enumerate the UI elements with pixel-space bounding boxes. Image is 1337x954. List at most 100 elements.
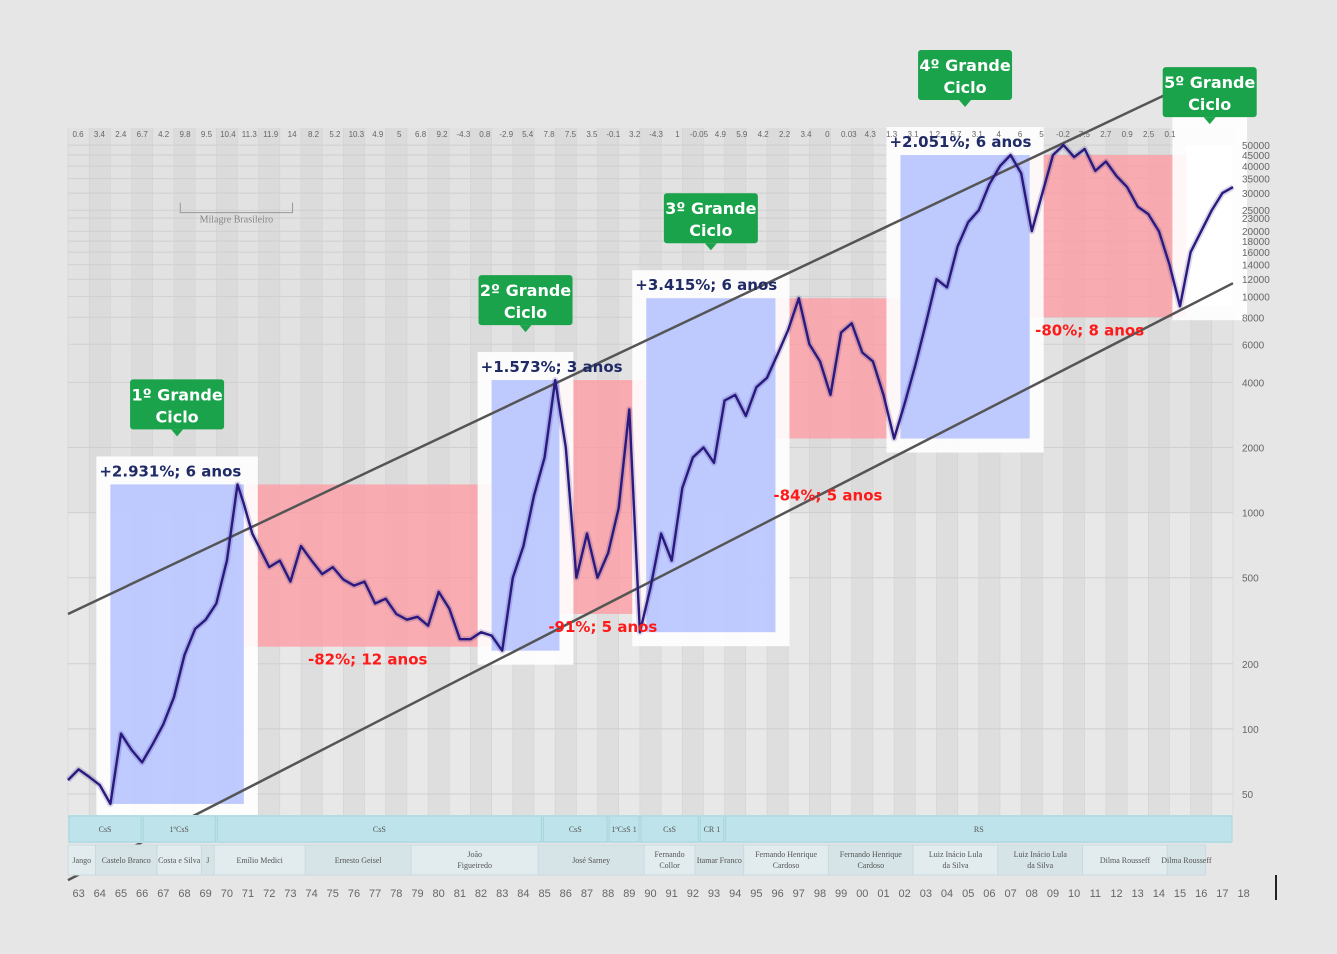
president-label: Dilma Rousseff: [1100, 856, 1151, 865]
x-tick-label: 68: [178, 888, 190, 900]
regime-cell: [142, 815, 216, 843]
x-tick-label: 63: [72, 888, 84, 900]
cycle-tag-line2: Ciclo: [1188, 95, 1231, 114]
top-value: 9.8: [179, 130, 191, 139]
top-value: 1.3: [886, 130, 898, 139]
x-tick-label: 88: [602, 888, 614, 900]
top-value: 6.8: [415, 130, 427, 139]
regime-label: CsS: [569, 825, 582, 834]
top-value: 5.7: [950, 130, 962, 139]
president-label: Castelo Branco: [102, 856, 151, 865]
x-tick-label: 96: [771, 888, 783, 900]
president-cell: [1166, 844, 1206, 876]
cycle-tag-line2: Ciclo: [943, 78, 986, 97]
cycle-tag-line1: 4º Grande: [919, 56, 1010, 75]
cycle-tag-pointer: [519, 325, 532, 333]
y-tick-label: 10000: [1242, 292, 1270, 303]
president-label: Itamar Franco: [697, 856, 742, 865]
top-value: 9.2: [436, 130, 448, 139]
top-value: 3.1: [972, 130, 984, 139]
cycle-tag-box: [918, 50, 1013, 101]
x-tick-label: 76: [348, 888, 360, 900]
president-label: José Sarney: [572, 856, 610, 865]
x-tick-label: 77: [369, 888, 381, 900]
x-tick-label: 86: [560, 888, 572, 900]
y-tick-label: 40000: [1242, 162, 1270, 173]
cycle-tag-pointer: [959, 100, 972, 108]
x-tick-label: 01: [877, 888, 889, 900]
top-value: 5.2: [329, 130, 341, 139]
cycle-tag: 1º Grande Ciclo: [130, 379, 225, 437]
top-value: 9.5: [201, 130, 213, 139]
cycle-tag-line1: 2º Grande: [480, 281, 571, 300]
price-line-shadow: [65, 142, 1235, 807]
x-tick-label: 74: [305, 888, 317, 900]
top-value: -2.9: [499, 130, 513, 139]
x-tick-label: 17: [1216, 888, 1228, 900]
x-tick-label: 64: [94, 888, 106, 900]
x-axis: 63 64 65 66 67 68 69 70 71 72 73 74 75 76 77 78 79 80 81 82…: [72, 888, 1249, 900]
regime-cell: [216, 815, 542, 843]
top-value: 0.03: [841, 130, 857, 139]
x-tick-label: 78: [390, 888, 402, 900]
president-label: J: [206, 856, 209, 865]
x-tick-label: 15: [1174, 888, 1186, 900]
president-cell: [67, 844, 97, 876]
president-cell: [213, 844, 306, 876]
president-label-line2: Cardoso: [773, 861, 800, 870]
x-tick-label: 93: [708, 888, 720, 900]
y-tick-label: 20000: [1242, 227, 1270, 238]
top-value: 6: [1018, 130, 1023, 139]
president-label: Dilma Rousseff: [1161, 856, 1212, 865]
top-value: 3.1: [907, 130, 919, 139]
down-cycle-box: [775, 298, 901, 439]
x-tick-label: 67: [157, 888, 169, 900]
president-label-line1: João: [467, 850, 482, 859]
regime-cell: [68, 815, 142, 843]
x-tick-label: 04: [941, 888, 953, 900]
cycle-tag: 3º Grande Ciclo: [663, 193, 758, 251]
president-label: Jango: [72, 856, 91, 865]
y-tick-label: 25000: [1242, 206, 1270, 217]
regime-cell: [699, 815, 725, 843]
top-value: 1: [675, 130, 680, 139]
gain-label: +1.573%; 3 anos: [481, 358, 623, 376]
price-series: [65, 142, 1235, 807]
cycle-tag-box: [663, 193, 758, 244]
cycle-labels: +2.931%; 6 anos 1º Grande Ciclo +1.573%; 3 …: [99, 50, 1257, 669]
top-value: 0.8: [479, 130, 491, 139]
y-tick-label: 1000: [1242, 509, 1265, 520]
x-tick-label: 97: [793, 888, 805, 900]
y-tick-label: 35000: [1242, 175, 1270, 186]
x-tick-label: 69: [200, 888, 212, 900]
y-tick-label: 2000: [1242, 444, 1265, 455]
x-tick-label: 83: [496, 888, 508, 900]
x-tick-label: 81: [454, 888, 466, 900]
cycle-tag-box: [130, 379, 225, 430]
year-stripe: [68, 128, 90, 815]
top-value: 5: [397, 130, 402, 139]
top-value: 10.4: [220, 130, 236, 139]
top-value: 3.4: [800, 130, 812, 139]
gain-label: +2.051%; 6 anos: [889, 133, 1031, 151]
top-value: 10.3: [349, 130, 365, 139]
top-value: 14: [288, 130, 297, 139]
top-value: 4.2: [758, 130, 770, 139]
regime-label: RS: [974, 825, 984, 834]
x-tick-label: 65: [115, 888, 127, 900]
president-label-line2: Collor: [659, 861, 680, 870]
y-axis: 50 100 200 500 1000 2000 4000 6000 8000 10000 1200…: [1242, 141, 1270, 801]
president-label-line1: Fernando Henrique: [755, 850, 817, 859]
top-value: 4.9: [715, 130, 727, 139]
cycle-tag-pointer: [1203, 117, 1216, 125]
president-cell: [156, 844, 202, 876]
x-tick-label: 73: [284, 888, 296, 900]
top-value: 5.4: [522, 130, 534, 139]
cycle-tag-line2: Ciclo: [504, 303, 547, 322]
x-tick-label: 02: [899, 888, 911, 900]
regime-label: CsS: [663, 825, 676, 834]
top-value: -4.3: [649, 130, 663, 139]
top-value: 5: [1039, 130, 1044, 139]
y-tick-label: 50: [1242, 790, 1254, 801]
